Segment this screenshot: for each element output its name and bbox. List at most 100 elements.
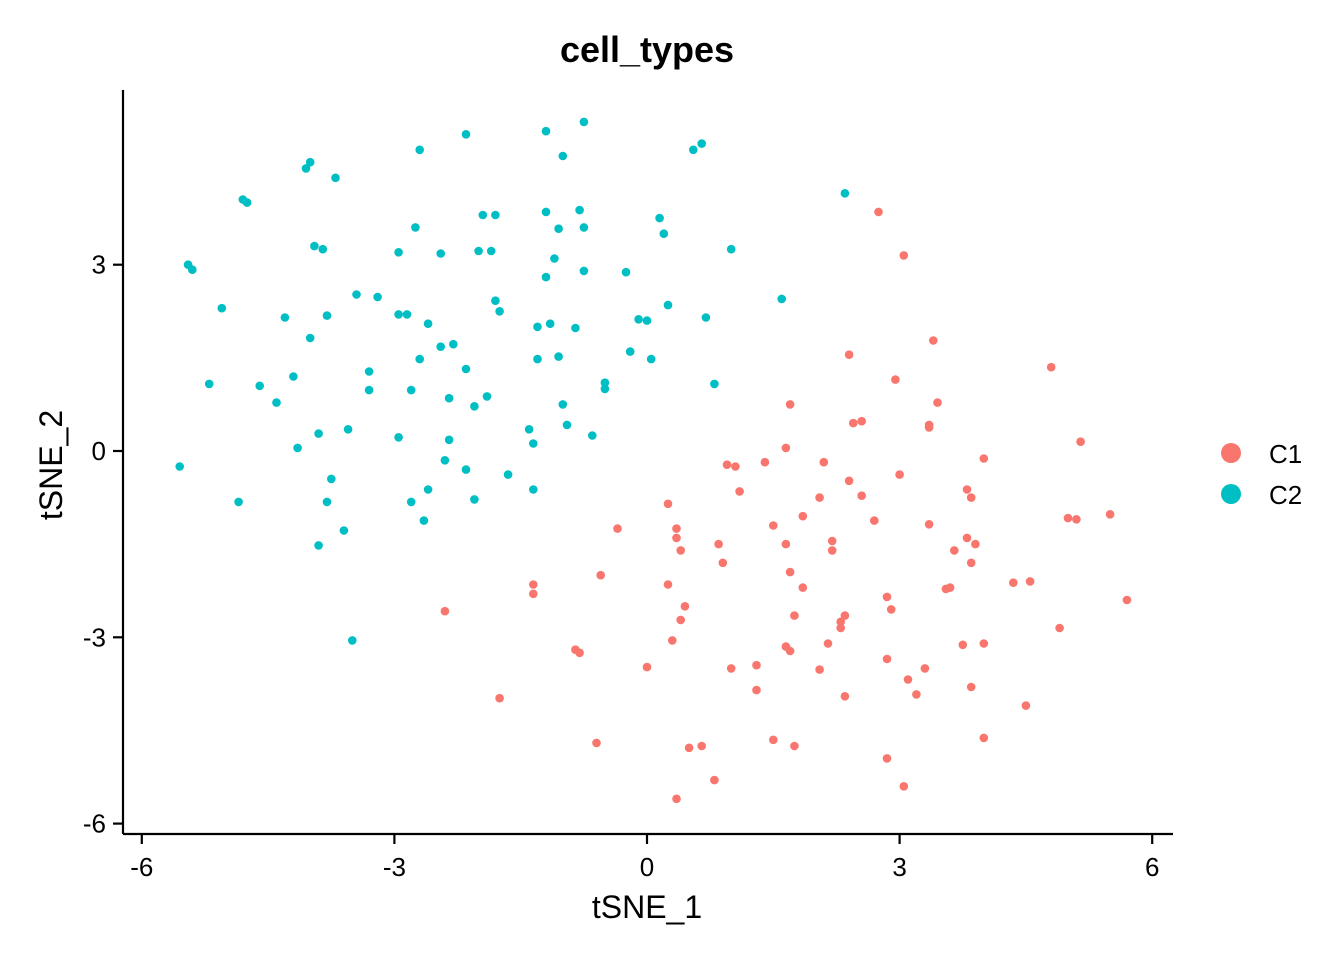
- data-point-c1: [899, 782, 909, 791]
- data-point-c1: [798, 583, 808, 592]
- data-point-c1: [592, 738, 601, 748]
- y-axis-title: tSNE_2: [33, 410, 69, 520]
- data-point-c1: [827, 546, 837, 555]
- data-point-c1: [790, 741, 799, 751]
- data-point-c1: [962, 485, 972, 494]
- data-point-c1: [613, 524, 622, 533]
- data-point-c1: [1076, 437, 1085, 447]
- data-point-c2: [348, 636, 357, 645]
- data-point-c2: [242, 198, 252, 207]
- data-point-c1: [979, 639, 989, 648]
- data-point-c2: [436, 249, 446, 258]
- data-point-c2: [461, 364, 471, 374]
- data-point-c2: [503, 470, 513, 479]
- data-point-c2: [339, 526, 349, 535]
- data-point-c1: [1025, 577, 1035, 586]
- data-point-c2: [423, 485, 433, 494]
- data-point-c1: [1105, 510, 1115, 519]
- data-point-c2: [322, 311, 332, 320]
- legend-key-c1: [1221, 443, 1241, 463]
- data-point-c2: [659, 229, 669, 238]
- data-point-c1: [966, 558, 976, 568]
- data-point-c1: [815, 493, 824, 502]
- y-tick-label: 0: [92, 436, 106, 466]
- data-point-c1: [950, 546, 959, 555]
- data-point-c2: [621, 267, 631, 277]
- data-point-c2: [491, 296, 500, 306]
- data-point-c1: [836, 617, 845, 627]
- data-point-c1: [663, 580, 673, 589]
- data-point-c2: [305, 157, 315, 167]
- data-point-c1: [1046, 362, 1056, 372]
- data-point-c2: [663, 300, 673, 310]
- data-point-c2: [495, 307, 504, 316]
- y-tick-label: -3: [83, 622, 106, 652]
- data-point-c2: [529, 439, 538, 448]
- data-point-c2: [697, 139, 706, 148]
- data-point-c2: [478, 210, 488, 220]
- x-tick-label: -3: [383, 852, 406, 882]
- data-point-c1: [676, 546, 685, 555]
- data-point-c2: [423, 319, 433, 329]
- data-point-c2: [305, 333, 315, 343]
- data-point-c2: [558, 151, 568, 161]
- data-point-c2: [524, 425, 534, 434]
- data-point-c2: [314, 429, 323, 438]
- data-point-c1: [722, 460, 732, 470]
- data-point-c1: [714, 539, 723, 549]
- data-point-c1: [891, 375, 900, 384]
- data-point-c1: [979, 733, 989, 743]
- data-point-c2: [579, 117, 589, 127]
- data-point-c1: [642, 662, 652, 672]
- data-point-c1: [440, 606, 450, 616]
- data-point-c2: [394, 248, 403, 257]
- data-point-c1: [672, 524, 681, 533]
- data-point-c1: [979, 454, 989, 463]
- data-point-c1: [827, 536, 837, 546]
- data-point-c2: [600, 378, 610, 388]
- data-point-c1: [924, 420, 934, 430]
- data-point-c1: [895, 470, 904, 479]
- data-point-c1: [882, 754, 892, 763]
- data-point-c1: [752, 660, 761, 670]
- data-point-c2: [625, 347, 635, 356]
- points-layer: [175, 117, 1132, 804]
- data-point-c1: [966, 493, 976, 502]
- data-point-c1: [941, 584, 951, 594]
- data-point-c2: [554, 224, 563, 233]
- data-point-c1: [752, 685, 761, 695]
- x-tick-label: 6: [1145, 852, 1159, 882]
- data-point-c2: [352, 290, 361, 299]
- data-point-c2: [533, 354, 542, 364]
- data-point-c1: [819, 457, 829, 467]
- data-point-c2: [579, 266, 589, 276]
- data-point-c2: [272, 398, 281, 407]
- data-point-c1: [840, 692, 850, 701]
- data-point-c2: [545, 319, 555, 329]
- data-point-c2: [234, 497, 243, 507]
- data-point-c1: [844, 476, 854, 486]
- data-point-c2: [449, 339, 458, 349]
- data-point-c1: [849, 418, 858, 428]
- data-point-c2: [474, 246, 483, 256]
- data-point-c2: [436, 342, 446, 352]
- data-point-c1: [815, 665, 824, 674]
- data-point-c2: [331, 173, 340, 183]
- data-point-c2: [600, 384, 610, 394]
- data-point-c1: [680, 602, 690, 611]
- data-point-c2: [280, 313, 290, 322]
- data-point-c1: [857, 491, 866, 501]
- data-point-c1: [672, 533, 681, 543]
- data-point-c1: [1021, 701, 1031, 710]
- data-point-c2: [461, 465, 471, 474]
- data-point-c2: [204, 379, 214, 389]
- data-point-c2: [482, 392, 492, 401]
- data-point-c2: [327, 474, 336, 484]
- data-point-c1: [857, 416, 866, 426]
- data-point-c2: [411, 223, 420, 232]
- data-point-c1: [676, 615, 685, 625]
- data-point-c2: [343, 425, 353, 434]
- data-point-c2: [289, 372, 298, 381]
- x-tick-label: 0: [640, 852, 654, 882]
- x-tick-label: 3: [892, 852, 906, 882]
